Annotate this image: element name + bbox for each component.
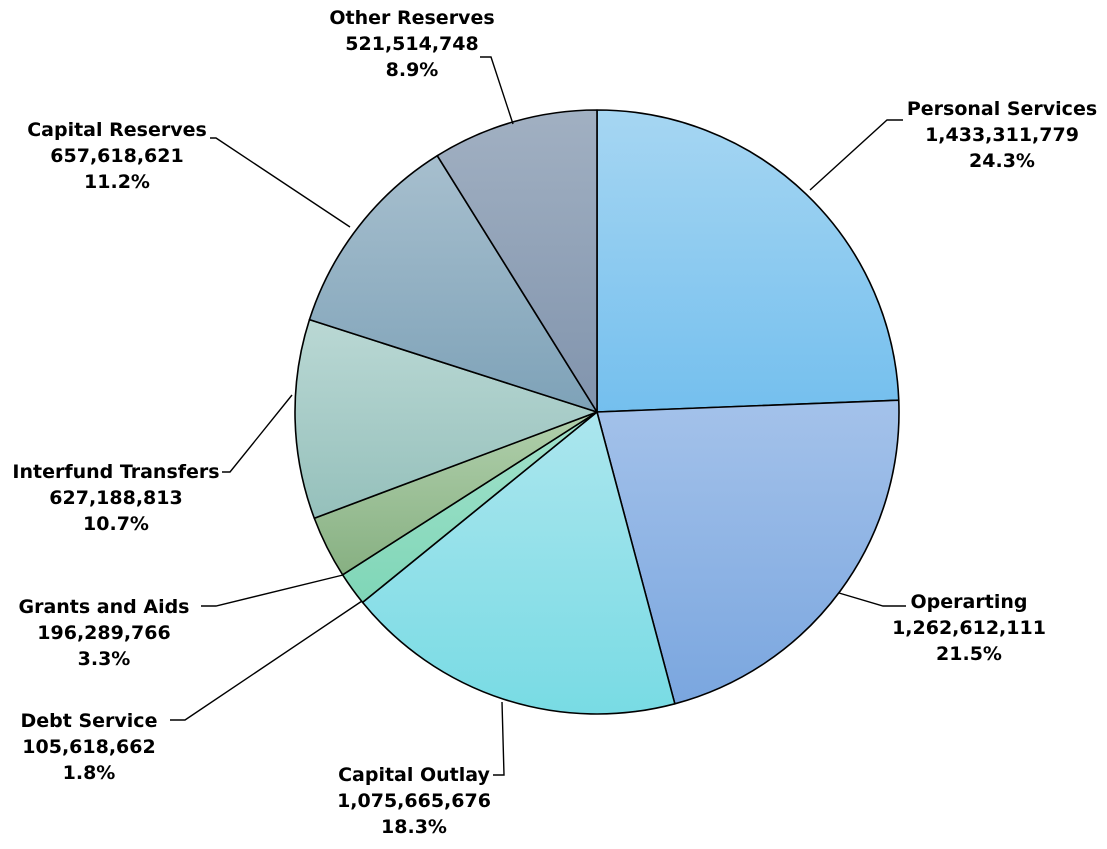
leader-lines-layer — [170, 56, 906, 776]
pie-slice-capital-outlay — [361, 411, 676, 715]
pie-slice-capital-reserves — [308, 154, 598, 413]
slice-label-group: Debt Service 105,618,662 1.8% — [21, 710, 158, 784]
slice-label-value: 521,514,748 — [345, 33, 478, 55]
slice-label-name: Debt Service — [21, 710, 158, 732]
slice-label-value: 196,289,766 — [37, 622, 170, 644]
slice-label-group: Grants and Aids 196,289,766 3.3% — [18, 596, 189, 670]
slice-label-group: Operarting 1,262,612,111 21.5% — [892, 591, 1046, 665]
slice-label-value: 1,433,311,779 — [925, 124, 1079, 146]
slice-label-percent: 8.9% — [386, 59, 439, 81]
slice-label-value: 627,188,813 — [49, 487, 182, 509]
slice-label-name: Grants and Aids — [18, 596, 189, 618]
leader-line — [201, 574, 344, 607]
pie-slice-other-reserves — [436, 109, 598, 413]
leader-line — [210, 137, 351, 228]
slice-label-group: Interfund Transfers 627,188,813 10.7% — [12, 461, 219, 535]
leader-line — [493, 701, 505, 776]
slice-label-value: 105,618,662 — [22, 736, 155, 758]
pie-slice-interfund-transfers — [294, 318, 598, 520]
leader-line — [809, 119, 903, 191]
labels-layer: Personal Services 1,433,311,779 24.3% Opera… — [12, 7, 1097, 838]
leader-line — [480, 56, 514, 125]
slices-layer — [294, 109, 900, 715]
slice-label-percent: 11.2% — [84, 171, 150, 193]
slice-label-percent: 24.3% — [969, 150, 1035, 172]
leader-line — [222, 394, 293, 473]
slice-label-percent: 1.8% — [63, 762, 116, 784]
slice-label-value: 1,075,665,676 — [337, 790, 491, 812]
slice-label-group: Personal Services 1,433,311,779 24.3% — [907, 98, 1097, 172]
slice-label-percent: 21.5% — [936, 643, 1002, 665]
slice-label-value: 1,262,612,111 — [892, 617, 1046, 639]
slice-label-group: Capital Reserves 657,618,621 11.2% — [27, 119, 207, 193]
slice-label-value: 657,618,621 — [50, 145, 183, 167]
slice-label-group: Capital Outlay 1,075,665,676 18.3% — [337, 764, 491, 838]
slice-label-name: Personal Services — [907, 98, 1097, 120]
slice-label-group: Other Reserves 521,514,748 8.9% — [329, 7, 494, 81]
slice-label-percent: 3.3% — [78, 648, 131, 670]
slice-label-name: Capital Reserves — [27, 119, 207, 141]
pie-slice-personal-services — [596, 109, 900, 413]
slice-label-percent: 10.7% — [83, 513, 149, 535]
slice-label-name: Operarting — [911, 591, 1028, 613]
slice-label-percent: 18.3% — [381, 816, 447, 838]
slice-label-name: Other Reserves — [329, 7, 494, 29]
slice-label-name: Capital Outlay — [338, 764, 490, 786]
pie-slice-operarting — [596, 399, 900, 705]
slice-label-name: Interfund Transfers — [12, 461, 219, 483]
leader-line — [170, 600, 363, 721]
leader-line — [838, 592, 906, 607]
